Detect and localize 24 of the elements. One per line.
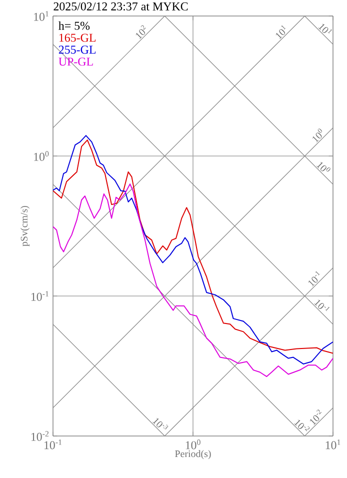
x-tick-label: 10$^{-1}$ (44, 440, 62, 450)
annotation: 10$^{-2}$ (310, 410, 322, 426)
y-tick-label: 10$^{0}$ (34, 151, 49, 161)
annotation: 10$^{0}$ (316, 162, 330, 172)
annotation: 10$^{1}$ (318, 24, 332, 34)
annotation: 10$^{-2}$ (294, 420, 310, 432)
annotation: 10$^{1}$ (276, 25, 286, 40)
y-tick-label: 10$^{-2}$ (31, 431, 49, 441)
x-tick-label: 10$^{0}$ (186, 440, 200, 450)
annotation: 10$^{2}$ (136, 25, 146, 40)
annotation: 10$^{-1}$ (308, 271, 320, 287)
text: 165-GL (59, 34, 96, 42)
text: UP-GL (58, 58, 93, 66)
y-axis-title: pSv(cm/s) (20, 206, 30, 246)
annotation: 10$^{-3}$ (152, 418, 168, 430)
annotation: 10$^{0}$ (312, 128, 322, 143)
annotation: h= 5% (58, 21, 90, 30)
chart-title: 2025/02/12 23:37 at MYKC (54, 2, 188, 10)
x-tick-label: 10$^{1}$ (326, 440, 340, 450)
y-tick-label: 10$^{-1}$ (31, 291, 48, 301)
y-tick-label: 10$^{1}$ (34, 11, 48, 21)
x-axis-title: Period(s) (175, 450, 211, 460)
text: 255-GL (58, 46, 96, 54)
annotation: 10$^{-1}$ (314, 300, 330, 312)
